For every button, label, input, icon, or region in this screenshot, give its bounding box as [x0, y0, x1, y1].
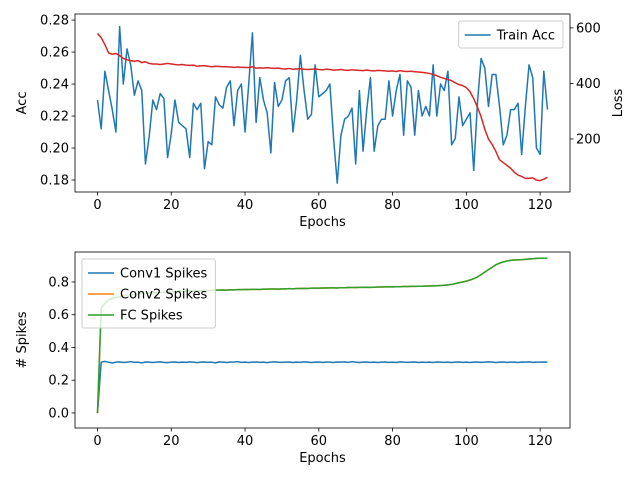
x-tick-label: 100 — [454, 434, 479, 449]
x-tick-label: 80 — [384, 198, 401, 213]
legend: Train Acc — [458, 20, 564, 49]
y-axis-label: # Spikes — [15, 311, 30, 368]
x-axis-label: Epochs — [299, 215, 346, 230]
axes-frame — [74, 13, 571, 193]
y2-tick-label: 200 — [576, 132, 601, 147]
series-line — [96, 360, 548, 413]
x-tick-label: 60 — [311, 434, 328, 449]
x-tick-label: 0 — [93, 198, 101, 213]
legend-label: Conv1 Spikes — [120, 267, 208, 282]
y-tick-label: 0.2 — [48, 374, 69, 389]
y2-tick-label: 400 — [576, 77, 601, 92]
x-tick-label: 80 — [384, 434, 401, 449]
y-tick-label: 0.22 — [40, 110, 69, 125]
x-axis-label: Epochs — [299, 451, 346, 466]
y-tick-label: 0.4 — [48, 341, 69, 356]
y-tick-label: 0.24 — [40, 78, 69, 93]
series-line — [96, 25, 549, 184]
series-line — [96, 32, 548, 182]
x-tick-label: 20 — [163, 434, 180, 449]
legend-label: Conv2 Spikes — [120, 288, 208, 303]
x-tick-label: 40 — [237, 434, 254, 449]
y-axis-label: Acc — [15, 92, 30, 115]
y-tick-label: 0.8 — [48, 275, 69, 290]
legend-label: Train Acc — [496, 29, 555, 44]
y2-tick-label: 600 — [576, 21, 601, 36]
y2-axis-label: Loss — [611, 89, 626, 118]
legend-box — [81, 258, 216, 329]
axes-frame — [74, 251, 571, 429]
legend: Conv1 Spikes Conv2 Spikes FC Spikes — [81, 258, 216, 329]
y-tick-label: 0.26 — [40, 46, 69, 61]
y-tick-label: 0.28 — [40, 14, 69, 29]
x-tick-label: 0 — [93, 434, 101, 449]
y-tick-label: 0.6 — [48, 308, 69, 323]
legend-label: FC Spikes — [120, 309, 183, 324]
x-tick-label: 20 — [163, 198, 180, 213]
y-tick-label: 0.0 — [48, 406, 69, 421]
legend-box — [458, 20, 564, 49]
x-tick-label: 40 — [237, 198, 254, 213]
x-tick-label: 60 — [311, 198, 328, 213]
x-tick-label: 120 — [528, 198, 553, 213]
x-tick-label: 120 — [528, 434, 553, 449]
y-tick-label: 0.20 — [40, 142, 69, 157]
x-tick-label: 100 — [454, 198, 479, 213]
y-tick-label: 0.18 — [40, 174, 69, 189]
